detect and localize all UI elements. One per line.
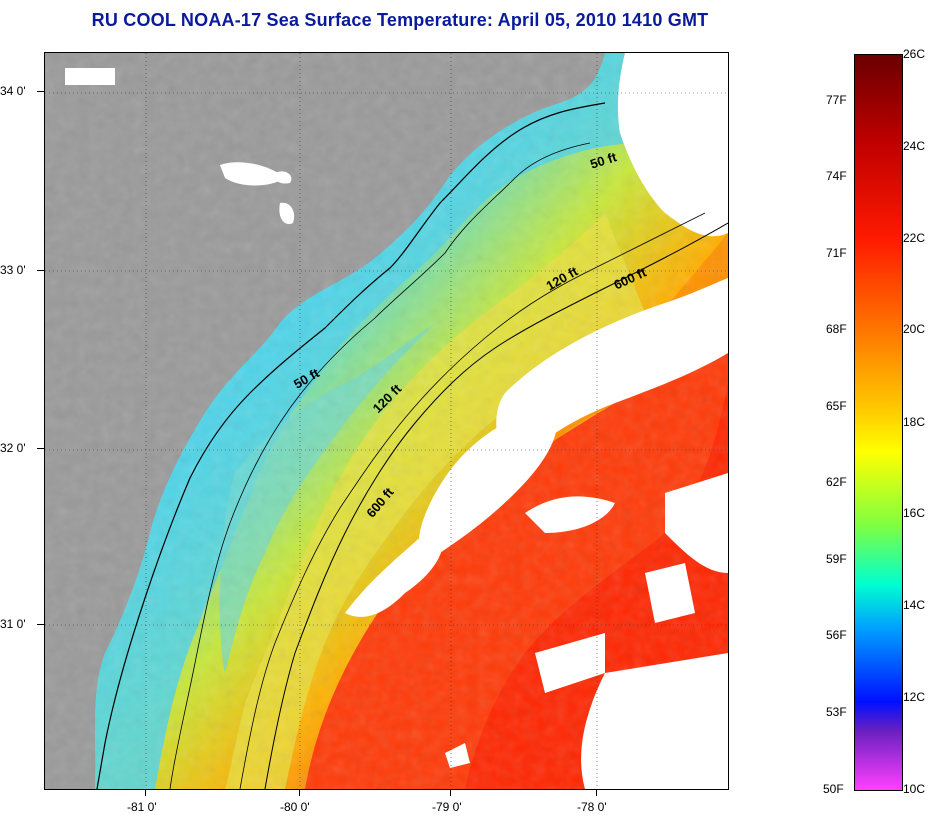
coastline — [96, 102, 606, 789]
colorbar-c-26: 26C — [903, 47, 926, 61]
colorbar-f-53: 53F — [826, 705, 847, 719]
color-bar — [854, 54, 903, 791]
sst-map-image — [45, 53, 728, 789]
longitude-label-78: -78 0' — [577, 800, 607, 814]
colorbar-c-10: 10C — [903, 782, 926, 796]
colorbar-c-12: 12C — [903, 690, 926, 704]
colorbar-f-74: 74F — [826, 169, 847, 183]
longitude-label-81: -81 0' — [127, 800, 157, 814]
colorbar-f-62: 62F — [826, 475, 847, 489]
cloud-cover — [65, 53, 728, 789]
colorbar-f-56: 56F — [826, 628, 847, 642]
latitude-label-32: 32 0' — [0, 441, 26, 455]
contour-50ft — [169, 142, 591, 789]
graticule — [45, 53, 728, 789]
colorbar-f-59: 59F — [826, 552, 847, 566]
latitude-label-34: 34 0' — [0, 84, 26, 98]
sst-map: 50 ft 120 ft 600 ft 50 ft 120 ft 600 ft — [44, 52, 729, 790]
latitude-label-31: 31 0' — [0, 617, 26, 631]
colorbar-c-18: 18C — [903, 415, 926, 429]
longitude-label-80: -80 0' — [280, 800, 310, 814]
colorbar-c-16: 16C — [903, 506, 926, 520]
contour-600ft — [264, 222, 728, 789]
colorbar-c-20: 20C — [903, 322, 926, 336]
map-title: RU COOL NOAA-17 Sea Surface Temperature:… — [91, 10, 709, 30]
contour-120ft — [239, 212, 706, 789]
colorbar-c-14: 14C — [903, 598, 926, 612]
colorbar-c-24: 24C — [903, 139, 926, 153]
colorbar-f-65: 65F — [826, 399, 847, 413]
colorbar-f-77: 77F — [826, 93, 847, 107]
colorbar-f-71: 71F — [826, 246, 847, 260]
colorbar-f-50: 50F — [823, 782, 844, 796]
colorbar-f-68: 68F — [826, 322, 847, 336]
latitude-label-33: 33 0' — [0, 263, 26, 277]
longitude-label-79: -79 0' — [432, 800, 462, 814]
colorbar-c-22: 22C — [903, 231, 926, 245]
